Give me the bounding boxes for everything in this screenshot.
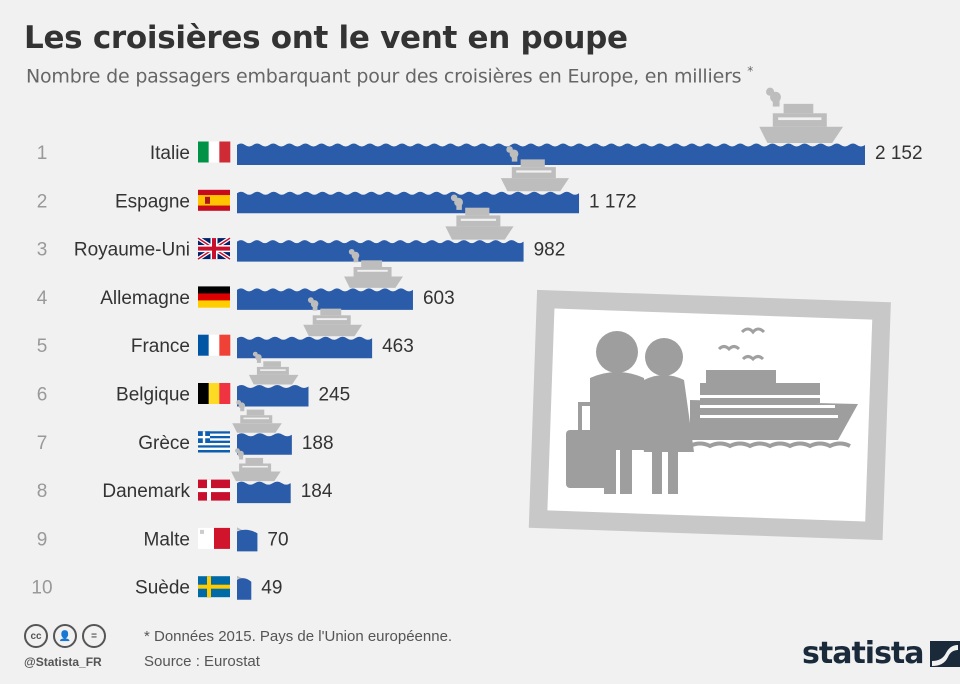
statista-logo[interactable]: statista [802, 636, 960, 671]
rank-label: 4 [37, 288, 48, 309]
ship-icon [759, 87, 843, 143]
bar [237, 240, 524, 262]
statista-mark-icon [929, 640, 960, 667]
ship-icon [237, 575, 243, 579]
value-label: 2 152 [875, 143, 923, 164]
subtitle-text: Nombre de passagers embarquant pour des … [26, 65, 742, 88]
bar [237, 191, 580, 214]
bar [237, 385, 309, 407]
bar [237, 529, 258, 552]
country-label: Suède [135, 578, 190, 599]
country-flag-icon [198, 286, 230, 308]
country-label: Malte [144, 529, 190, 550]
bar-row: 9 Malte 70 [37, 527, 289, 552]
bar-row: 8 Danemark 184 [37, 448, 333, 504]
attribution-icon[interactable]: 👤 [53, 624, 77, 648]
bar [237, 143, 865, 165]
twitter-handle[interactable]: @Statista_FR [24, 655, 102, 669]
rank-label: 5 [37, 336, 48, 357]
rank-label: 1 [37, 143, 48, 164]
creative-commons-icon[interactable]: cc [24, 624, 48, 648]
bar [237, 433, 292, 455]
country-flag-icon [198, 334, 231, 356]
bar-row: 6 Belgique 245 [37, 351, 350, 407]
rank-label: 2 [37, 191, 48, 212]
value-label: 982 [534, 240, 566, 261]
country-label: Belgique [116, 385, 190, 406]
country-flag-icon [196, 236, 232, 261]
value-label: 184 [301, 481, 333, 502]
country-flag-icon [198, 141, 231, 163]
bar-row: 3 Royaume-Uni 982 [37, 194, 566, 262]
country-label: Danemark [102, 481, 190, 502]
rank-label: 9 [37, 529, 48, 550]
country-flag-icon [198, 527, 230, 549]
bar-row: 1 Italie 2 152 [37, 87, 923, 165]
value-label: 603 [423, 288, 455, 309]
bar-row: 5 France 463 [37, 297, 414, 359]
bar-row: 4 Allemagne 603 [37, 248, 455, 310]
bar-row: 10 Suède 49 [31, 575, 282, 600]
footnote: * Données 2015. Pays de l'Union européen… [144, 628, 453, 645]
cruise-photo-illustration [528, 289, 891, 541]
country-label: Royaume-Uni [74, 240, 190, 261]
rank-label: 8 [37, 481, 48, 502]
chart-subtitle: Nombre de passagers embarquant pour des … [26, 64, 753, 87]
rank-label: 10 [31, 578, 52, 599]
license-icons: cc 👤 = [24, 624, 106, 648]
chart-title: Les croisières ont le vent en poupe [24, 20, 628, 56]
value-label: 70 [267, 529, 288, 550]
value-label: 245 [318, 385, 350, 406]
bar [237, 288, 413, 310]
value-label: 188 [302, 433, 334, 454]
subtitle-footnote-mark: * [747, 64, 754, 78]
country-label: Grèce [138, 433, 190, 454]
bar [237, 336, 373, 359]
country-flag-icon [198, 383, 231, 404]
country-flag-icon [198, 479, 230, 501]
country-flag-icon [198, 431, 230, 453]
bar [237, 481, 291, 504]
brand-name: statista [802, 636, 925, 671]
bar [237, 578, 252, 600]
country-label: Italie [150, 143, 190, 164]
rank-label: 7 [37, 433, 48, 454]
country-label: France [131, 336, 190, 357]
country-flag-icon [198, 189, 230, 211]
value-label: 1 172 [589, 191, 637, 212]
ship-icon [237, 527, 243, 531]
bar-row: 7 Grèce 188 [37, 400, 334, 455]
country-label: Espagne [115, 191, 190, 212]
source-note: Source : Eurostat [144, 653, 260, 670]
bar-row: 2 Espagne 1 172 [37, 146, 637, 214]
rank-label: 3 [37, 240, 48, 261]
rank-label: 6 [37, 385, 48, 406]
country-flag-icon [198, 576, 230, 598]
country-label: Allemagne [100, 288, 190, 309]
value-label: 49 [261, 578, 282, 599]
no-derivatives-icon[interactable]: = [82, 624, 106, 648]
value-label: 463 [382, 336, 414, 357]
